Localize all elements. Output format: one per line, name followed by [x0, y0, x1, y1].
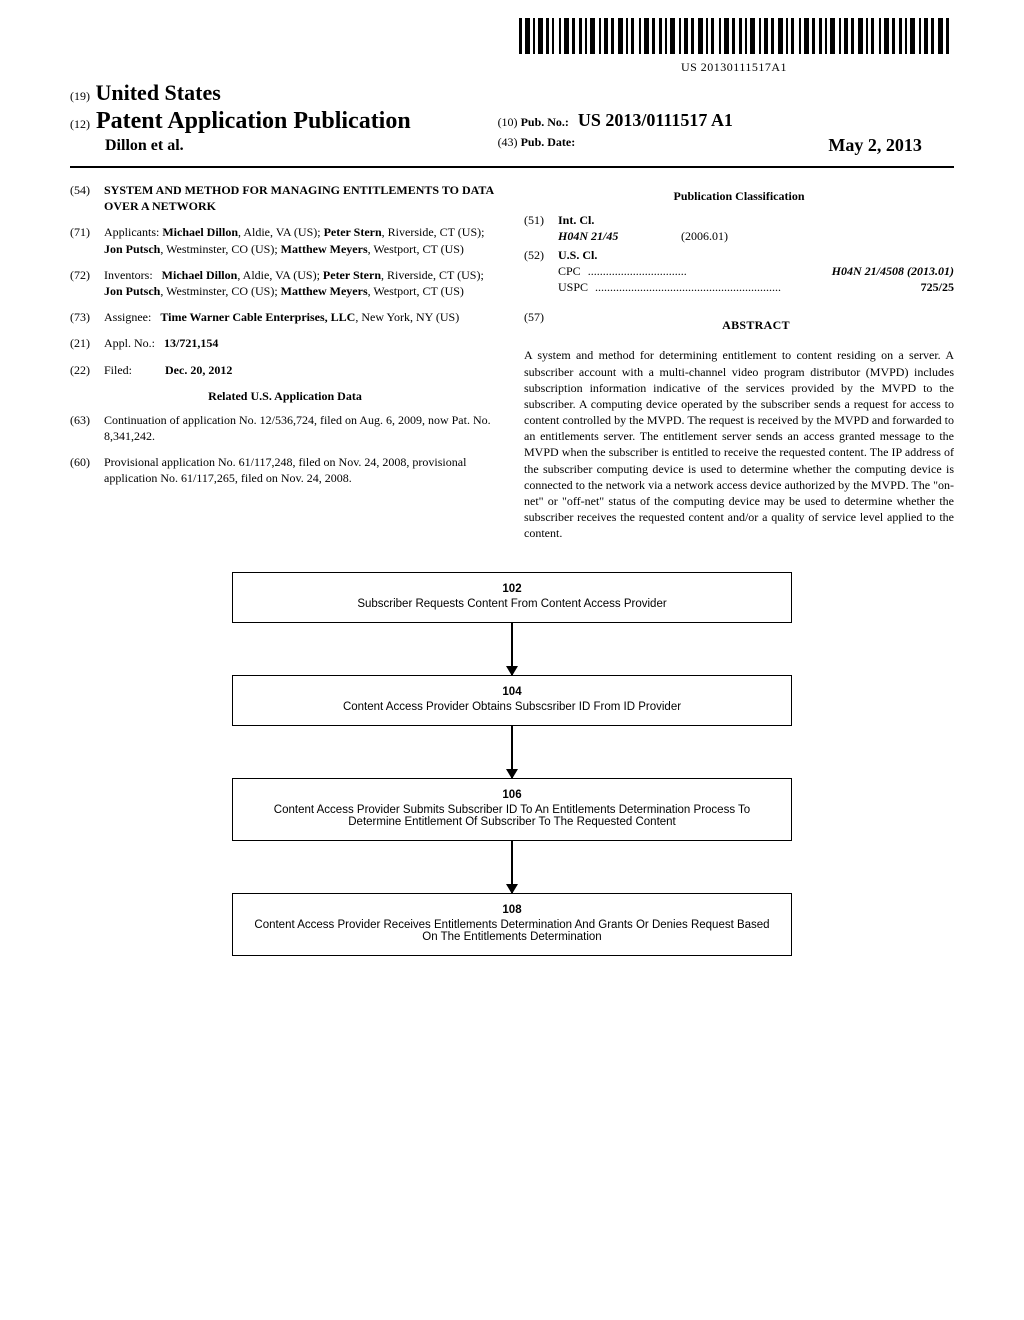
- code-10: (10): [498, 115, 518, 129]
- cpc-value: H04N 21/4508 (2013.01): [832, 264, 954, 278]
- cpc-label: CPC: [558, 263, 581, 279]
- label-22: Filed:: [104, 363, 132, 377]
- fc-num-106: 106: [247, 789, 777, 801]
- pub-no-label: Pub. No.:: [521, 115, 569, 129]
- arrow-icon: [511, 841, 513, 893]
- right-column: Publication Classification (51) Int. Cl.…: [524, 182, 954, 542]
- abstract-heading: ABSTRACT: [558, 317, 954, 333]
- field-71: (71) Applicants: Michael Dillon, Aldie, …: [70, 224, 500, 256]
- field-54: (54) SYSTEM AND METHOD FOR MANAGING ENTI…: [70, 182, 500, 214]
- fc-text-102: Subscriber Requests Content From Content…: [357, 598, 666, 610]
- pub-no: US 2013/0111517 A1: [578, 110, 733, 130]
- doc-type: Patent Application Publication: [96, 108, 411, 134]
- left-column: (54) SYSTEM AND METHOD FOR MANAGING ENTI…: [70, 182, 500, 542]
- biblio-columns: (54) SYSTEM AND METHOD FOR MANAGING ENTI…: [70, 182, 954, 542]
- inventors: Michael Dillon, Aldie, VA (US); Peter St…: [104, 268, 484, 298]
- code-22: (22): [70, 362, 104, 378]
- uspc-value: 725/25: [921, 279, 954, 295]
- fc-text-106: Content Access Provider Submits Subscrib…: [274, 804, 750, 828]
- code-51: (51): [524, 212, 558, 244]
- header: (19) United States (12) Patent Applicati…: [70, 80, 954, 156]
- code-72: (72): [70, 267, 104, 299]
- arrow-icon: [511, 726, 513, 778]
- classification-heading: Publication Classification: [524, 188, 954, 204]
- title: SYSTEM AND METHOD FOR MANAGING ENTITLEME…: [104, 183, 494, 213]
- label-21: Appl. No.:: [104, 336, 155, 350]
- code-54: (54): [70, 182, 104, 214]
- uspc-label: USPC: [558, 279, 588, 295]
- abstract-text: A system and method for determining enti…: [524, 347, 954, 541]
- field-63: (63) Continuation of application No. 12/…: [70, 412, 500, 444]
- country: United States: [96, 80, 221, 105]
- code-63: (63): [70, 412, 104, 444]
- provisional-text: Provisional application No. 61/117,248, …: [104, 454, 500, 486]
- code-21: (21): [70, 335, 104, 351]
- field-57: (57) ABSTRACT: [524, 309, 954, 343]
- fc-text-108: Content Access Provider Receives Entitle…: [254, 919, 769, 943]
- code-52: (52): [524, 247, 558, 296]
- code-57: (57): [524, 309, 558, 343]
- code-60: (60): [70, 454, 104, 486]
- related-heading: Related U.S. Application Data: [70, 388, 500, 404]
- appl-no: 13/721,154: [164, 336, 218, 350]
- fc-text-104: Content Access Provider Obtains Subscsri…: [343, 701, 681, 713]
- fc-num-102: 102: [247, 583, 777, 595]
- intcl-edition: (2006.01): [681, 229, 728, 243]
- applicants: Michael Dillon, Aldie, VA (US); Peter St…: [104, 225, 484, 255]
- code-19: (19): [70, 89, 90, 103]
- code-73: (73): [70, 309, 104, 325]
- fc-num-108: 108: [247, 904, 777, 916]
- label-73: Assignee:: [104, 310, 151, 324]
- barcode-text: US 20130111517A1: [519, 60, 949, 75]
- barcode-block: US 20130111517A1: [519, 18, 949, 75]
- flowchart-node-102: 102 Subscriber Requests Content From Con…: [232, 572, 792, 623]
- field-21: (21) Appl. No.: 13/721,154: [70, 335, 500, 351]
- flowchart: 102 Subscriber Requests Content From Con…: [232, 572, 792, 956]
- flowchart-node-108: 108 Content Access Provider Receives Ent…: [232, 893, 792, 956]
- continuation-text: Continuation of application No. 12/536,7…: [104, 412, 500, 444]
- arrow-icon: [511, 623, 513, 675]
- flowchart-node-104: 104 Content Access Provider Obtains Subs…: [232, 675, 792, 726]
- intcl-label: Int. Cl.: [558, 213, 594, 227]
- uscl-label: U.S. Cl.: [558, 248, 597, 262]
- barcode-icon: [519, 18, 949, 54]
- flowchart-node-106: 106 Content Access Provider Submits Subs…: [232, 778, 792, 841]
- field-22: (22) Filed: Dec. 20, 2012: [70, 362, 500, 378]
- filed-date: Dec. 20, 2012: [165, 363, 232, 377]
- authors-short: Dillon et al.: [70, 137, 494, 155]
- fc-num-104: 104: [247, 686, 777, 698]
- field-52: (52) U.S. Cl. CPC ......................…: [524, 247, 954, 296]
- header-rule: [70, 166, 954, 168]
- label-71: Applicants:: [104, 225, 159, 239]
- assignee: Time Warner Cable Enterprises, LLC, New …: [160, 310, 459, 324]
- patent-page: US 20130111517A1 (19) United States (12)…: [0, 0, 1024, 1320]
- code-71: (71): [70, 224, 104, 256]
- code-12: (12): [70, 117, 90, 131]
- field-51: (51) Int. Cl. H04N 21/45 (2006.01): [524, 212, 954, 244]
- pub-date: May 2, 2013: [828, 135, 922, 156]
- field-72: (72) Inventors: Michael Dillon, Aldie, V…: [70, 267, 500, 299]
- field-60: (60) Provisional application No. 61/117,…: [70, 454, 500, 486]
- field-73: (73) Assignee: Time Warner Cable Enterpr…: [70, 309, 500, 325]
- intcl-class: H04N 21/45: [558, 229, 618, 243]
- code-43: (43): [498, 135, 518, 149]
- label-72: Inventors:: [104, 268, 153, 282]
- pub-date-label: Pub. Date:: [521, 135, 576, 149]
